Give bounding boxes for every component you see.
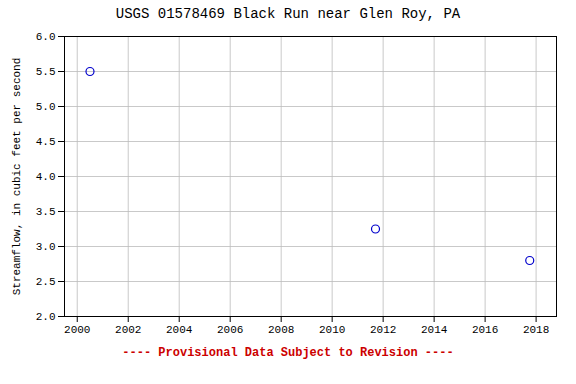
svg-text:2012: 2012 — [370, 324, 396, 336]
svg-text:2.0: 2.0 — [36, 311, 56, 323]
svg-text:2000: 2000 — [64, 324, 90, 336]
svg-text:4.5: 4.5 — [36, 136, 56, 148]
svg-text:4.0: 4.0 — [36, 171, 56, 183]
svg-text:5.5: 5.5 — [36, 66, 56, 78]
svg-text:2004: 2004 — [166, 324, 193, 336]
svg-text:2014: 2014 — [421, 324, 448, 336]
svg-text:2006: 2006 — [217, 324, 243, 336]
html-text:---- Provisional Data Subject: ---- Provisional Data Subject to Revisio… — [122, 346, 454, 360]
svg-text:2008: 2008 — [268, 324, 294, 336]
svg-text:2018: 2018 — [523, 324, 549, 336]
svg-text:3.0: 3.0 — [36, 241, 56, 253]
svg-text:Streamflow, in cubic feet per: Streamflow, in cubic feet per second — [11, 58, 23, 296]
svg-text:2002: 2002 — [115, 324, 141, 336]
svg-text:6.0: 6.0 — [36, 31, 56, 43]
svg-text:2010: 2010 — [319, 324, 345, 336]
svg-text:2016: 2016 — [472, 324, 498, 336]
html-text:USGS 01578469 Black Run near G: USGS 01578469 Black Run near Glen Roy, P… — [115, 6, 461, 22]
svg-text:2.5: 2.5 — [36, 276, 56, 288]
svg-text:5.0: 5.0 — [36, 101, 56, 113]
svg-text:3.5: 3.5 — [36, 206, 56, 218]
